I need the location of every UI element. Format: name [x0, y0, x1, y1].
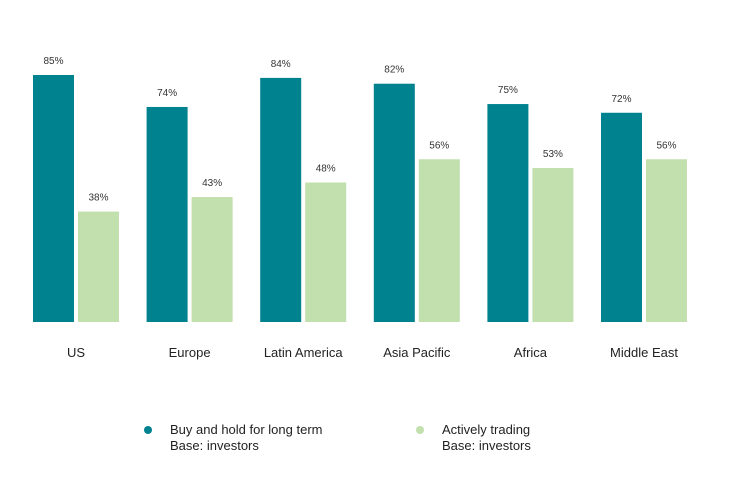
bar-latin-america-series-1	[260, 77, 302, 322]
bar-africa-series-2	[532, 167, 574, 322]
bar-asia-pacific-series-2	[418, 159, 460, 322]
bar-latin-america-series-2	[305, 182, 347, 322]
bar-middle-east-series-2	[646, 159, 687, 322]
category-label-latin-america: Latin America	[264, 345, 344, 360]
bars-group	[33, 74, 687, 323]
bar-europe-series-1	[146, 106, 188, 323]
bar-middle-east-series-1	[601, 112, 642, 322]
value-labels-group: 85% 38% 74% 43% 84% 48% 82% 56% 75% 53% 72% 56%	[43, 56, 676, 204]
legend-label-series-2: Actively trading	[442, 422, 530, 437]
value-label-middle-east-series-2: 56%	[656, 140, 676, 151]
legend-label-series-1: Buy and hold for long term	[170, 422, 322, 437]
legend-base-series-1: Base: investors	[170, 438, 259, 453]
value-label-europe-series-2: 43%	[202, 178, 222, 189]
category-label-europe: Europe	[169, 345, 211, 360]
legend-swatch-series-2	[416, 426, 424, 434]
legend-base-series-2: Base: investors	[442, 438, 531, 453]
value-label-latin-america-series-1: 84%	[271, 59, 291, 70]
bar-us-series-1	[33, 74, 74, 323]
value-label-africa-series-2: 53%	[543, 149, 563, 160]
value-label-asia-pacific-series-1: 82%	[384, 65, 404, 76]
bar-asia-pacific-series-1	[373, 83, 415, 322]
bar-us-series-2	[78, 211, 119, 322]
value-label-europe-series-1: 74%	[157, 88, 177, 99]
category-label-africa: Africa	[514, 345, 548, 360]
bar-europe-series-2	[191, 197, 233, 322]
value-label-latin-america-series-2: 48%	[316, 164, 336, 175]
bar-africa-series-1	[487, 104, 529, 322]
value-label-middle-east-series-1: 72%	[611, 94, 631, 105]
category-label-middle-east: Middle East	[610, 345, 678, 360]
value-label-us-series-2: 38%	[88, 193, 108, 204]
value-label-africa-series-1: 75%	[498, 85, 518, 96]
category-label-asia-pacific: Asia Pacific	[383, 345, 451, 360]
value-label-asia-pacific-series-2: 56%	[429, 140, 449, 151]
value-label-us-series-1: 85%	[43, 56, 63, 67]
legend-swatch-series-1	[144, 426, 152, 434]
category-labels-group: US Europe Latin America Asia Pacific Africa M…	[67, 345, 678, 360]
category-label-us: US	[67, 345, 85, 360]
